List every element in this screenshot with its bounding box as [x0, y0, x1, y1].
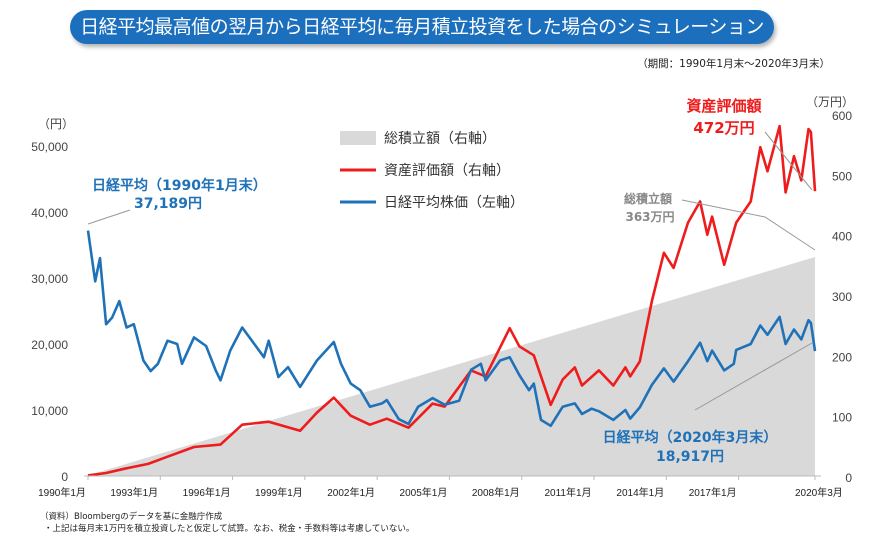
x-tick-label: 2017年1月 [689, 486, 737, 499]
period-note: （期間：1990年1月末～2020年3月末） [637, 58, 830, 70]
right-tick-label: 400 [832, 230, 852, 244]
annotation-asset-end-label: 資産評価額 [686, 97, 761, 115]
right-tick-label: 500 [832, 169, 852, 183]
x-tick-label: 1993年1月 [110, 486, 158, 499]
x-tick-label: 2002年1月 [327, 486, 375, 499]
annotation-contribution-end-label: 総積立額 [624, 191, 672, 206]
annotation-leader-nikkei-end [694, 342, 813, 411]
legend-nikkei: 日経平均株価（左軸） [384, 195, 524, 211]
x-tick-label: 2008年1月 [472, 486, 520, 499]
left-tick-label: 50,000 [31, 140, 68, 154]
left-tick-label: 30,000 [31, 272, 68, 286]
chart-title: 日経平均最高値の翌月から日経平均に毎月積立投資をした場合のシミュレーション [70, 10, 774, 44]
annotation-leader-contribution-end [681, 199, 816, 251]
annotation-nikkei-end-value: 18,917円 [656, 449, 724, 465]
annotation-asset-end-value: 472万円 [693, 119, 754, 137]
legend-asset: 資産評価額（右軸） [384, 163, 510, 179]
right-tick-label: 100 [832, 411, 852, 425]
x-tick-label: 1999年1月 [255, 486, 303, 499]
annotation-nikkei-start-label: 日経平均（1990年1月末） [92, 177, 267, 194]
assumption-note: ・上記は毎月末1万円を積立投資したと仮定して試算。なお、税金・手数料等は考慮して… [44, 524, 415, 534]
legend-contribution: 総積立額（右軸） [384, 131, 496, 147]
x-tick-label: 2014年1月 [616, 486, 664, 499]
annotation-contribution-end-value: 363万円 [625, 210, 674, 224]
x-tick-label: 1996年1月 [183, 486, 231, 499]
source-note: （資料）Bloombergのデータを基に金融庁作成 [40, 512, 223, 522]
right-tick-label: 200 [832, 350, 852, 364]
left-tick-label: 10,000 [31, 404, 68, 418]
asset-value-line [87, 124, 817, 477]
left-tick-label: 0 [61, 470, 68, 484]
annotation-leader-nikkei-start [87, 209, 131, 225]
right-tick-label: 600 [832, 109, 852, 123]
left-tick-label: 20,000 [31, 338, 68, 352]
right-tick-label: 300 [832, 290, 852, 304]
x-tick-label: 1990年1月 [38, 486, 86, 499]
annotation-leader-asset-end [764, 131, 813, 191]
left-axis-unit: （円） [38, 117, 74, 131]
x-tick-label: 2011年1月 [544, 486, 591, 499]
right-tick-label: 0 [845, 471, 852, 485]
right-axis-unit: （万円） [806, 95, 854, 109]
legend-swatch-contribution [340, 131, 376, 145]
x-tick-label: 2005年1月 [400, 486, 448, 499]
left-tick-label: 40,000 [31, 206, 68, 220]
annotation-nikkei-start-value: 37,189円 [134, 196, 202, 212]
x-tick-label: 2020年3月 [795, 486, 843, 499]
annotation-nikkei-end-label: 日経平均（2020年3月末） [603, 429, 778, 446]
nikkei-line [86, 230, 817, 428]
